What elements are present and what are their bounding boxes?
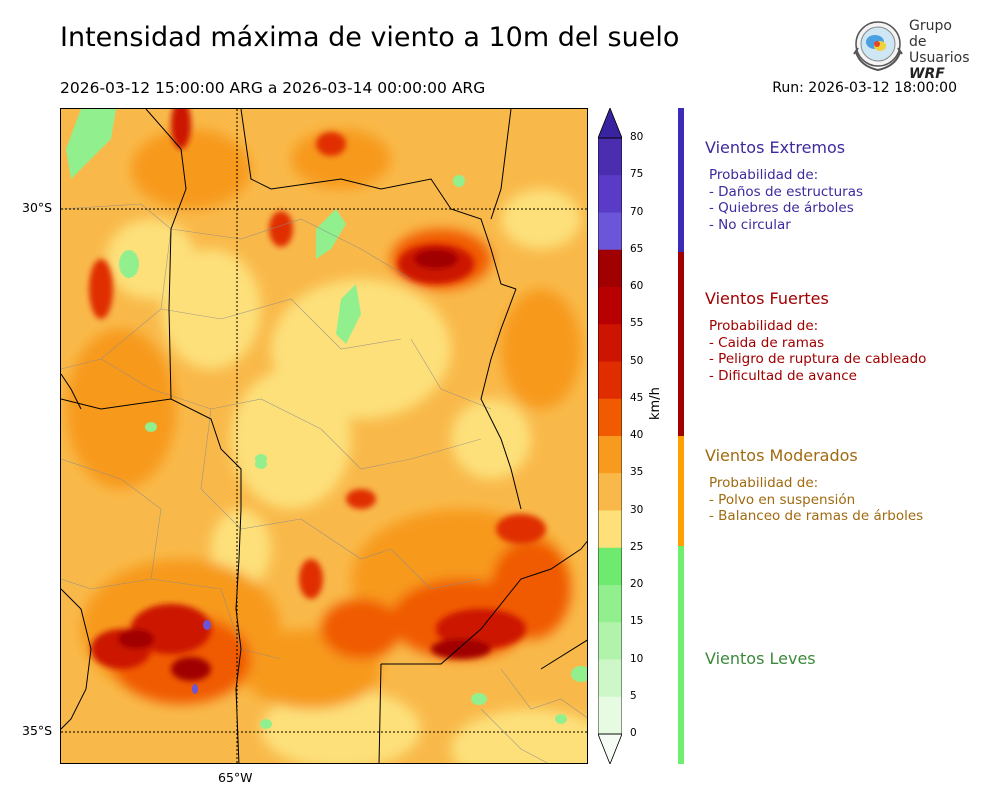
colorbar-tick-label: 50	[630, 354, 644, 367]
lat-label-35s: 35°S	[22, 723, 53, 738]
logo-line-1: Grupo de	[909, 18, 952, 50]
colorbar-tick-label: 10	[630, 652, 644, 665]
colorbar-tick-label: 35	[630, 466, 644, 479]
logo-line-3: WRF	[909, 66, 945, 82]
category-line: Probabilidad de:	[709, 318, 819, 334]
forecast-period: 2026-03-12 15:00:00 ARG a 2026-03-14 00:…	[60, 79, 486, 97]
logo-line-2: Usuarios	[909, 50, 970, 66]
colorbar-tick-label: 75	[630, 168, 644, 181]
colorbar-tick-label: 45	[630, 391, 644, 404]
colorbar-tick-label: 40	[630, 429, 644, 441]
colorbar-segment	[598, 436, 622, 474]
category-extremos: Vientos Extremos Probabilidad de: - Daño…	[705, 138, 863, 233]
colorbar-segment	[598, 622, 622, 660]
category-line: - Daños de estructuras	[709, 183, 864, 200]
colorbar-unit-label: km/h	[648, 387, 663, 420]
colorbar-segment	[598, 324, 622, 362]
category-line: Probabilidad de:	[709, 475, 819, 491]
category-fuertes: Vientos Fuertes Probabilidad de: - Caida…	[705, 289, 926, 384]
colorbar-tick-label: 0	[630, 727, 637, 739]
colorbar-segment	[598, 212, 622, 251]
colorbar-tick-label: 70	[630, 205, 644, 218]
category-line: - Peligro de ruptura de cableado	[709, 351, 927, 367]
map-title: Intensidad máxima de viento a 10m del su…	[60, 22, 680, 53]
colorbar-segment	[598, 510, 622, 549]
colorbar-tick-label: 15	[630, 615, 644, 628]
category-bar-extremos	[678, 108, 684, 252]
colorbar-segment	[598, 398, 622, 437]
colorbar-segment	[598, 473, 622, 511]
category-leves: Vientos Leves	[705, 649, 816, 678]
colorbar-segment	[598, 361, 622, 400]
category-bar-moderados	[678, 436, 684, 546]
run-timestamp: Run: 2026-03-12 18:00:00	[772, 80, 957, 96]
wind-field-raster	[61, 109, 587, 763]
colorbar-segment	[598, 175, 622, 213]
category-line: - Caida de ramas	[709, 334, 825, 351]
grupo-usuarios-wrf-logo: Grupo de Usuarios WRF	[850, 18, 970, 82]
colorbar-segment	[598, 585, 622, 623]
category-bar-fuertes	[678, 252, 684, 436]
category-line: Probabilidad de:	[709, 167, 819, 183]
colorbar-tick-label: 55	[630, 317, 644, 330]
colorbar-segment	[598, 547, 622, 586]
category-title: Vientos Fuertes	[705, 289, 829, 308]
colorbar-tick-label: 60	[630, 280, 644, 292]
lat-label-30s: 30°S	[22, 200, 53, 215]
colorbar-segment	[598, 696, 622, 735]
category-title: Vientos Extremos	[705, 138, 846, 157]
category-line: - Dificultad de avance	[709, 367, 857, 384]
colorbar-tick-label: 30	[630, 503, 644, 516]
colorbar-segment	[598, 659, 622, 698]
colorbar-segment	[598, 138, 622, 176]
category-line: - Quiebres de árboles	[709, 200, 854, 216]
category-title: Vientos Moderados	[705, 446, 858, 465]
category-line: - Balanceo de ramas de árboles	[709, 508, 924, 524]
colorbar-segment	[598, 287, 622, 325]
colorbar-tick-label: 20	[630, 578, 644, 590]
category-title: Vientos Leves	[705, 649, 816, 668]
colorbar-tick-label: 80	[630, 131, 644, 143]
category-moderados: Vientos Moderados Probabilidad de: - Pol…	[705, 446, 923, 525]
colorbar-segment	[598, 249, 622, 288]
wind-intensity-map	[60, 108, 588, 764]
lon-label-65w: 65°W	[218, 770, 253, 785]
colorbar-tick-label: 65	[630, 242, 644, 255]
category-bar-leves	[678, 546, 684, 764]
category-line: - No circular	[709, 216, 791, 233]
wind-speed-colorbar	[598, 108, 622, 764]
colorbar-tick-label: 25	[630, 540, 644, 553]
category-line: - Polvo en suspensión	[709, 491, 856, 508]
colorbar-tick-label: 5	[630, 689, 637, 702]
globe-emblem-icon	[853, 21, 903, 72]
